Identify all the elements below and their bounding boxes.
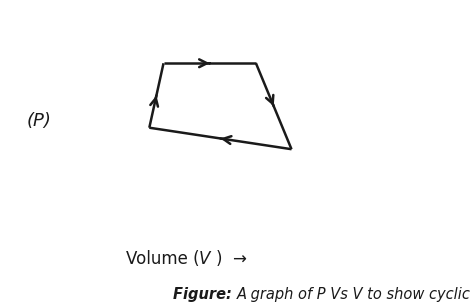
Text: V: V bbox=[199, 251, 210, 268]
Text: )  →: ) → bbox=[216, 251, 246, 268]
Text: Figure:: Figure: bbox=[173, 287, 237, 302]
Text: (P): (P) bbox=[27, 112, 52, 130]
Text: Volume (: Volume ( bbox=[126, 251, 199, 268]
Text: A graph of P Vs V to show cyclic process: A graph of P Vs V to show cyclic process bbox=[237, 287, 474, 302]
